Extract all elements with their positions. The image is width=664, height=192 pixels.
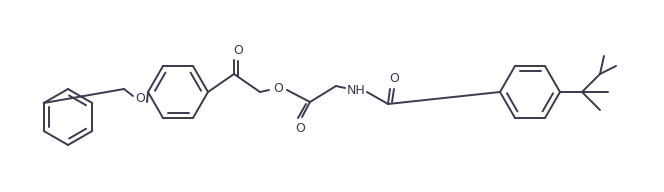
Text: O: O <box>233 44 243 56</box>
Text: O: O <box>135 93 145 105</box>
Text: O: O <box>389 71 399 84</box>
Text: NH: NH <box>347 84 365 97</box>
Text: O: O <box>273 81 283 94</box>
Text: O: O <box>295 122 305 135</box>
